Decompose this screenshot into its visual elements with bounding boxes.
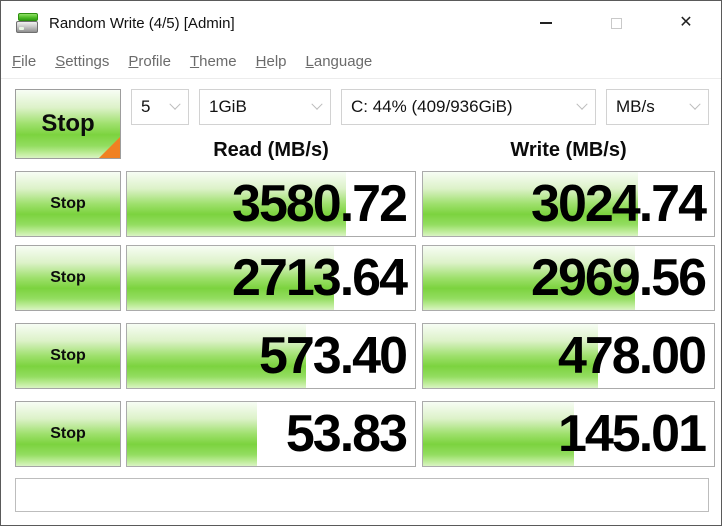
minimize-button[interactable] [511, 1, 581, 45]
chevron-down-icon [689, 98, 701, 110]
target-drive-dropdown[interactable]: C: 44% (409/936GiB) [341, 89, 596, 125]
window-title: Random Write (4/5) [Admin] [49, 14, 235, 32]
chevron-down-icon [576, 98, 588, 110]
maximize-icon [610, 17, 622, 29]
read-result-cell-4: 53.83 [126, 401, 416, 467]
stop-row2-label: Stop [50, 269, 86, 286]
stop-all-label: Stop [41, 110, 95, 137]
read-result-cell-2: 2713.64 [126, 245, 416, 311]
window-controls: ✕ [511, 1, 721, 45]
write-result-cell-4: 145.01 [422, 401, 715, 467]
read-bar-fill-4 [127, 402, 257, 466]
stop-row1-button[interactable]: Stop [15, 171, 121, 237]
menu-settings[interactable]: Settings [55, 53, 110, 70]
test-count-value: 5 [141, 97, 151, 116]
menu-file[interactable]: File [12, 53, 37, 70]
menu-theme[interactable]: Theme [189, 53, 237, 70]
read-bar-fill-2 [127, 246, 335, 310]
read-result-cell-3: 573.40 [126, 323, 416, 389]
unit-dropdown[interactable]: MB/s [606, 89, 709, 125]
menu-profile[interactable]: Profile [128, 53, 171, 70]
read-value-4: 53.83 [285, 405, 408, 463]
app-icon-drive-light [19, 27, 24, 30]
write-result-cell-2: 2969.56 [422, 245, 715, 311]
close-icon: ✕ [679, 14, 693, 31]
write-value-4: 145.01 [557, 405, 707, 463]
read-value-3: 573.40 [258, 327, 408, 385]
write-bar-fill-2 [423, 246, 636, 310]
target-drive-value: C: 44% (409/936GiB) [351, 97, 513, 116]
read-bar-fill-3 [127, 324, 306, 388]
resize-corner-icon [99, 137, 120, 158]
write-value-2: 2969.56 [531, 249, 707, 307]
stop-row4-button[interactable]: Stop [15, 401, 121, 467]
close-button[interactable]: ✕ [651, 1, 721, 45]
test-size-value: 1GiB [209, 97, 247, 116]
test-count-dropdown[interactable]: 5 [131, 89, 189, 125]
read-value-2: 2713.64 [232, 249, 408, 307]
app-icon-green-bar [18, 13, 38, 21]
app-icon [15, 10, 41, 36]
read-value-1: 3580.72 [232, 175, 408, 233]
stop-row3-button[interactable]: Stop [15, 323, 121, 389]
write-result-cell-1: 3024.74 [422, 171, 715, 237]
minimize-icon [540, 22, 552, 24]
app-icon-drive [16, 21, 38, 33]
menu-language[interactable]: Language [305, 53, 373, 70]
title-bar: Random Write (4/5) [Admin] [1, 1, 721, 45]
maximize-button[interactable] [581, 1, 651, 45]
write-bar-fill-1 [423, 172, 639, 236]
write-value-1: 3024.74 [531, 175, 707, 233]
menu-help[interactable]: Help [255, 53, 287, 70]
stop-all-button[interactable]: Stop [15, 89, 121, 159]
write-column-header: Write (MB/s) [510, 139, 627, 161]
chevron-down-icon [311, 98, 323, 110]
chevron-down-icon [169, 98, 181, 110]
read-bar-fill-1 [127, 172, 346, 236]
write-bar-fill-4 [423, 402, 575, 466]
stop-row1-label: Stop [50, 195, 86, 212]
test-size-dropdown[interactable]: 1GiB [199, 89, 331, 125]
write-value-3: 478.00 [557, 327, 707, 385]
menu-bar: File Settings Profile Theme Help Languag… [1, 45, 721, 79]
stop-row3-label: Stop [50, 347, 86, 364]
write-result-cell-3: 478.00 [422, 323, 715, 389]
stop-row4-label: Stop [50, 425, 86, 442]
unit-value: MB/s [616, 97, 655, 116]
read-column-header: Read (MB/s) [213, 139, 329, 161]
status-bar [15, 478, 709, 512]
read-result-cell-1: 3580.72 [126, 171, 416, 237]
stop-row2-button[interactable]: Stop [15, 245, 121, 311]
write-bar-fill-3 [423, 324, 598, 388]
